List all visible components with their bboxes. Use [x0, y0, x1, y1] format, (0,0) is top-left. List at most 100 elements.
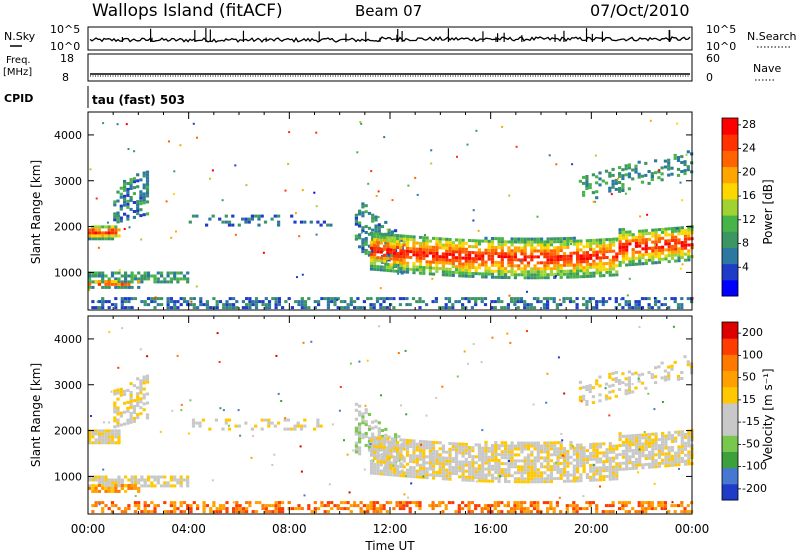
range-gate-cell [463, 350, 466, 353]
range-gate-cell [119, 411, 123, 415]
range-gate-cell [494, 263, 498, 267]
range-gate-cell [451, 259, 455, 262]
range-gate-cell [274, 510, 278, 514]
range-gate-cell [412, 235, 416, 239]
range-gate-cell [540, 474, 544, 478]
range-gate-cell [383, 469, 387, 473]
range-gate-cell [532, 297, 537, 301]
range-gate-cell [543, 249, 547, 253]
range-gate-cell [343, 507, 347, 511]
range-gate-cell [396, 467, 400, 471]
range-gate-cell [657, 365, 661, 369]
range-gate-cell [137, 481, 141, 485]
range-gate-cell [487, 251, 491, 255]
range-gate-cell [654, 255, 658, 259]
range-gate-cell [468, 463, 472, 467]
range-gate-cell [559, 243, 563, 247]
range-gate-cell [300, 300, 304, 304]
range-gate-cell [637, 471, 640, 474]
range-gate-cell [556, 264, 560, 267]
range-gate-cell [595, 181, 599, 185]
range-gate-cell [471, 245, 475, 249]
range-gate-cell [130, 271, 134, 275]
range-gate-cell [407, 184, 410, 187]
range-gate-cell [552, 300, 556, 304]
range-gate-cell [153, 297, 157, 301]
range-gate-cell [326, 297, 330, 301]
nave-label: Nave [753, 62, 781, 75]
range-gate-cell [209, 177, 212, 180]
range-gate-cell [624, 192, 627, 195]
range-gate-cell [120, 510, 124, 514]
range-gate-cell [376, 259, 380, 263]
range-gate-cell [618, 231, 622, 235]
range-gate-cell [274, 501, 278, 505]
range-gate-cell [175, 230, 177, 233]
range-gate-cell [579, 254, 583, 258]
range-gate-cell [520, 450, 524, 454]
range-gate-cell [97, 300, 101, 304]
range-gate-cell [132, 192, 136, 196]
range-gate-cell [196, 504, 200, 508]
range-gate-cell [608, 186, 612, 190]
range-gate-cell [487, 266, 491, 270]
range-gate-cell [145, 173, 150, 177]
range-gate-cell [536, 243, 540, 247]
range-gate-cell [572, 263, 576, 267]
range-gate-cell [422, 458, 426, 461]
range-gate-cell [670, 166, 674, 170]
range-gate-cell [654, 303, 658, 307]
range-gate-cell [595, 469, 599, 473]
range-gate-cell [579, 260, 583, 264]
range-gate-cell [497, 444, 501, 448]
range-gate-cell [464, 457, 468, 461]
range-gate-cell [657, 176, 661, 180]
range-gate-cell [657, 249, 661, 252]
range-gate-cell [687, 429, 691, 433]
range-gate-cell [176, 277, 180, 281]
range-gate-cell [244, 421, 248, 425]
range-gate-cell [186, 271, 190, 275]
range-gate-cell [145, 185, 150, 189]
range-gate-cell [390, 437, 394, 441]
range-gate-cell [549, 249, 553, 253]
range-gate-cell [432, 446, 436, 450]
range-gate-cell [402, 456, 406, 460]
range-gate-cell [369, 462, 374, 466]
range-gate-cell [405, 447, 410, 451]
range-gate-cell [435, 470, 439, 474]
range-gate-cell [331, 423, 334, 426]
range-gate-cell [376, 250, 380, 254]
range-gate-cell [490, 458, 495, 462]
range-gate-cell [441, 444, 445, 448]
range-gate-cell [160, 475, 164, 479]
range-gate-cell [508, 460, 510, 462]
range-gate-cell [461, 244, 465, 248]
range-gate-cell [604, 387, 607, 390]
range-gate-cell [687, 459, 691, 463]
range-gate-cell [680, 155, 684, 159]
range-gate-cell [543, 477, 547, 481]
range-gate-cell [364, 432, 368, 435]
range-gate-cell [114, 435, 118, 439]
range-gate-cell [591, 173, 595, 177]
range-gate-cell [461, 451, 465, 455]
range-gate-cell [604, 394, 609, 398]
range-gate-cell [107, 306, 111, 310]
range-gate-cell [678, 467, 680, 470]
range-gate-cell [471, 263, 475, 266]
range-gate-cell [399, 456, 403, 460]
range-gate-cell [392, 507, 396, 511]
range-gate-cell [145, 413, 150, 417]
range-gate-cell [379, 247, 383, 251]
range-gate-cell [648, 432, 652, 436]
range-gate-cell [657, 504, 661, 508]
range-gate-cell [533, 237, 537, 241]
range-gate-cell [124, 489, 128, 493]
range-gate-cell [123, 422, 127, 426]
range-gate-cell [625, 461, 629, 465]
range-gate-cell [385, 297, 389, 301]
range-gate-cell [477, 470, 481, 474]
range-gate-cell [572, 504, 576, 508]
range-gate-cell [532, 507, 537, 511]
